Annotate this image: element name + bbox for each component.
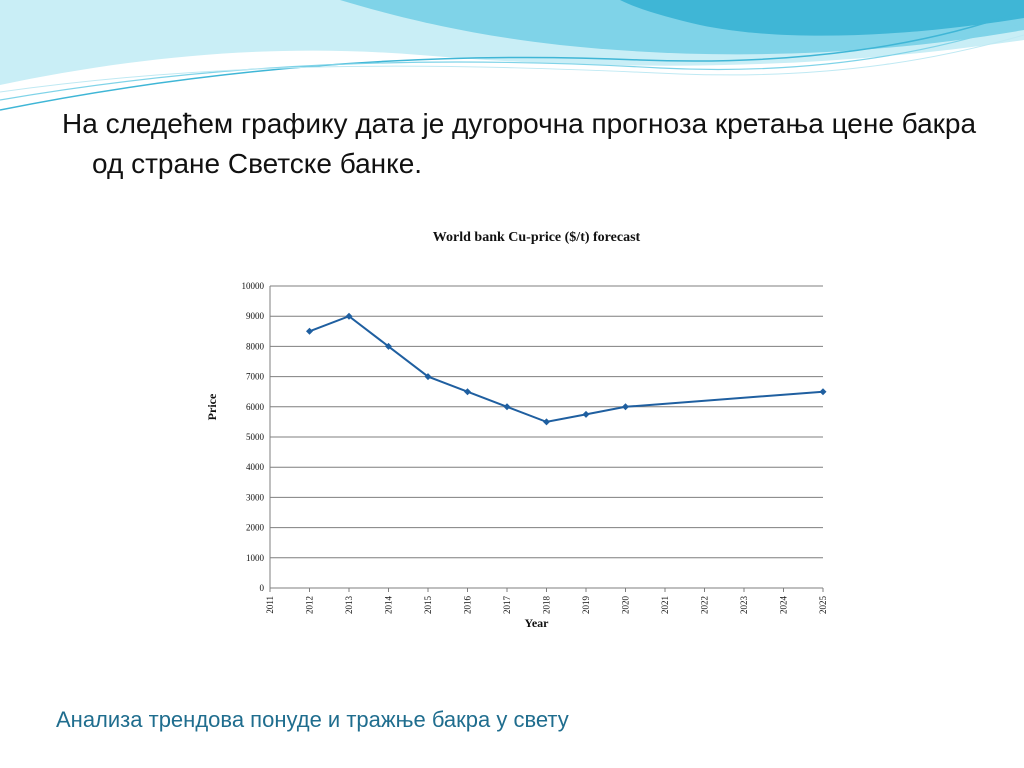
y-axis-label: Price bbox=[205, 393, 219, 420]
x-tick-label: 2015 bbox=[423, 596, 433, 615]
data-point bbox=[503, 403, 511, 411]
x-tick-label: 2019 bbox=[581, 596, 591, 615]
y-tick-label: 5000 bbox=[246, 432, 265, 442]
chart-title: World bank Cu-price ($/t) forecast bbox=[433, 230, 641, 245]
x-tick-label: 2014 bbox=[384, 596, 394, 615]
y-tick-label: 0 bbox=[260, 583, 265, 593]
x-tick-label: 2018 bbox=[542, 596, 552, 615]
x-tick-label: 2022 bbox=[700, 596, 710, 614]
y-tick-label: 10000 bbox=[242, 281, 265, 291]
y-tick-label: 1000 bbox=[246, 553, 265, 563]
slide-footer-title: Анализа трендова понуде и тражње бакра у… bbox=[56, 707, 569, 732]
data-point bbox=[424, 373, 432, 381]
x-tick-label: 2024 bbox=[779, 596, 789, 615]
data-point bbox=[819, 388, 827, 396]
x-tick-label: 2011 bbox=[265, 596, 275, 614]
y-tick-label: 8000 bbox=[246, 341, 265, 351]
slide-body-text: На следећем графику дата је дугорочна пр… bbox=[62, 108, 977, 179]
x-tick-label: 2023 bbox=[739, 596, 749, 615]
y-tick-label: 4000 bbox=[246, 462, 265, 472]
y-tick-label: 7000 bbox=[246, 372, 265, 382]
data-point bbox=[622, 403, 629, 411]
data-point bbox=[345, 312, 353, 320]
x-tick-label: 2016 bbox=[463, 596, 473, 615]
data-point bbox=[385, 342, 392, 350]
y-tick-label: 3000 bbox=[246, 492, 265, 502]
y-tick-label: 9000 bbox=[246, 311, 265, 321]
x-tick-label: 2013 bbox=[344, 596, 354, 615]
y-tick-label: 6000 bbox=[246, 402, 265, 412]
header-wave-decoration bbox=[0, 0, 1024, 111]
data-point bbox=[306, 327, 313, 335]
x-tick-label: 2021 bbox=[660, 596, 670, 614]
series-line bbox=[309, 315, 824, 423]
data-point bbox=[543, 418, 550, 426]
data-point bbox=[582, 410, 590, 418]
x-axis-label: Year bbox=[525, 616, 550, 630]
y-tick-label: 2000 bbox=[246, 523, 265, 533]
x-tick-label: 2017 bbox=[502, 596, 512, 615]
x-tick-label: 2012 bbox=[305, 596, 315, 614]
data-point bbox=[464, 388, 471, 396]
x-tick-label: 2025 bbox=[818, 596, 828, 615]
price-forecast-chart: World bank Cu-price ($/t) forecast 0 1000 2… bbox=[205, 230, 828, 630]
x-tick-label: 2020 bbox=[621, 596, 631, 615]
